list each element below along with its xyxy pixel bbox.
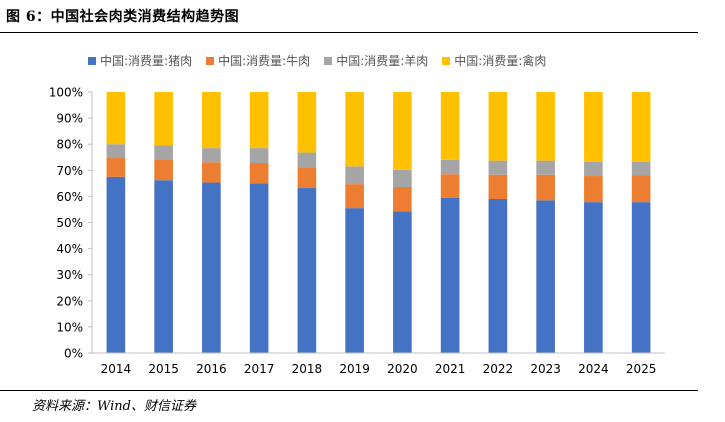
x-tick-label: 2019: [339, 362, 370, 376]
legend-item: 中国:消费量:禽肉: [442, 52, 546, 69]
y-tick-label: 90%: [56, 112, 83, 126]
bar-segment-2019-beef: [345, 184, 364, 209]
x-tick-label: 2022: [483, 362, 514, 376]
legend-label: 中国:消费量:禽肉: [454, 54, 547, 68]
bar-segment-2018-poultry: [297, 92, 317, 153]
bar-segment-2023-pork: [536, 200, 555, 353]
top-rule: [0, 32, 698, 33]
legend-label: 中国:消费量:羊肉: [336, 54, 429, 68]
bar-segment-2023-poultry: [536, 92, 555, 161]
bar-segment-2020-mutton: [393, 169, 412, 188]
y-tick-label: 50%: [56, 216, 83, 230]
bar-segment-2015-beef: [154, 159, 173, 181]
bar-segment-2014-pork: [106, 176, 126, 353]
figure-title: 图 6：中国社会肉类消费结构趋势图: [6, 9, 240, 25]
x-tick-label: 2025: [626, 362, 657, 376]
bar-segment-2025-poultry: [631, 92, 651, 162]
bar-segment-2014-beef: [106, 158, 126, 177]
source-note: 资料来源：Wind、财信证券: [32, 399, 196, 414]
chart-legend: 中国:消费量:猪肉 中国:消费量:牛肉 中国:消费量:羊肉 中国:消费量:禽肉: [88, 52, 546, 69]
bar-segment-2022-beef: [488, 174, 508, 200]
bar-segment-2014-poultry: [106, 92, 126, 145]
bar-segment-2025-mutton: [631, 161, 651, 176]
bar-segment-2017-pork: [249, 183, 269, 353]
bar-segment-2018-mutton: [297, 152, 317, 168]
legend-swatch: [324, 56, 333, 65]
bar-segment-2019-mutton: [345, 166, 364, 185]
bar-segment-2022-mutton: [488, 160, 508, 175]
x-tick-label: 2016: [196, 362, 227, 376]
x-tick-label: 2018: [292, 362, 323, 376]
bar-segment-2014-mutton: [106, 144, 126, 159]
legend-swatch: [442, 56, 451, 65]
y-tick-label: 30%: [56, 268, 83, 282]
bar-segment-2016-poultry: [202, 92, 221, 149]
bottom-rule: [0, 390, 698, 391]
bar-segment-2015-pork: [154, 180, 173, 353]
bar-segment-2020-beef: [393, 187, 412, 212]
bar-segment-2020-poultry: [393, 92, 412, 170]
bar-segment-2021-beef: [440, 174, 460, 198]
bar-segment-2016-beef: [202, 162, 221, 183]
bar-segment-2024-mutton: [584, 161, 603, 177]
bar-segment-2025-pork: [631, 202, 651, 353]
bar-segment-2025-beef: [631, 175, 651, 203]
bar-segment-2017-beef: [249, 162, 269, 184]
bar-segment-2019-pork: [345, 208, 364, 353]
y-tick-label: 10%: [56, 320, 83, 334]
bar-segment-2024-poultry: [584, 92, 603, 162]
y-tick-label: 80%: [56, 138, 83, 152]
bar-segment-2019-poultry: [345, 92, 364, 167]
bar-segment-2016-pork: [202, 182, 221, 353]
bar-segment-2018-beef: [297, 167, 317, 189]
legend-swatch: [88, 56, 96, 65]
bar-segment-2023-mutton: [536, 160, 555, 175]
legend-item: 中国:消费量:猪肉: [88, 52, 192, 69]
legend-item: 中国:消费量:羊肉: [324, 52, 428, 69]
bar-segment-2022-pork: [488, 199, 508, 353]
bar-segment-2023-beef: [536, 174, 555, 201]
bar-segment-2021-mutton: [440, 159, 460, 175]
legend-swatch: [206, 56, 215, 65]
bar-segment-2016-mutton: [202, 148, 221, 163]
legend-label: 中国:消费量:猪肉: [100, 54, 193, 68]
x-tick-label: 2023: [530, 362, 561, 376]
bar-segment-2022-poultry: [488, 92, 508, 161]
y-tick-label: 70%: [56, 164, 83, 178]
y-tick-label: 20%: [56, 294, 83, 308]
x-tick-label: 2020: [387, 362, 418, 376]
bar-segment-2021-pork: [440, 197, 460, 353]
x-tick-label: 2017: [244, 362, 275, 376]
bar-segment-2017-mutton: [249, 148, 269, 163]
x-tick-label: 2014: [101, 362, 132, 376]
bar-segment-2024-beef: [584, 176, 603, 203]
y-tick-label: 100%: [49, 86, 83, 100]
bar-segment-2024-pork: [584, 202, 603, 353]
x-tick-label: 2015: [148, 362, 179, 376]
x-tick-label: 2021: [435, 362, 466, 376]
bar-segment-2020-pork: [393, 211, 412, 353]
y-tick-label: 60%: [56, 190, 83, 204]
legend-label: 中国:消费量:牛肉: [218, 54, 311, 68]
legend-item: 中国:消费量:牛肉: [206, 52, 310, 69]
bar-segment-2018-pork: [297, 188, 317, 353]
bar-segment-2015-mutton: [154, 145, 173, 160]
y-tick-label: 40%: [56, 242, 83, 256]
bar-segment-2021-poultry: [440, 92, 460, 160]
bar-segment-2017-poultry: [249, 92, 269, 149]
bar-segment-2015-poultry: [154, 92, 173, 146]
y-tick-label: 0%: [64, 347, 83, 361]
x-tick-label: 2024: [578, 362, 609, 376]
